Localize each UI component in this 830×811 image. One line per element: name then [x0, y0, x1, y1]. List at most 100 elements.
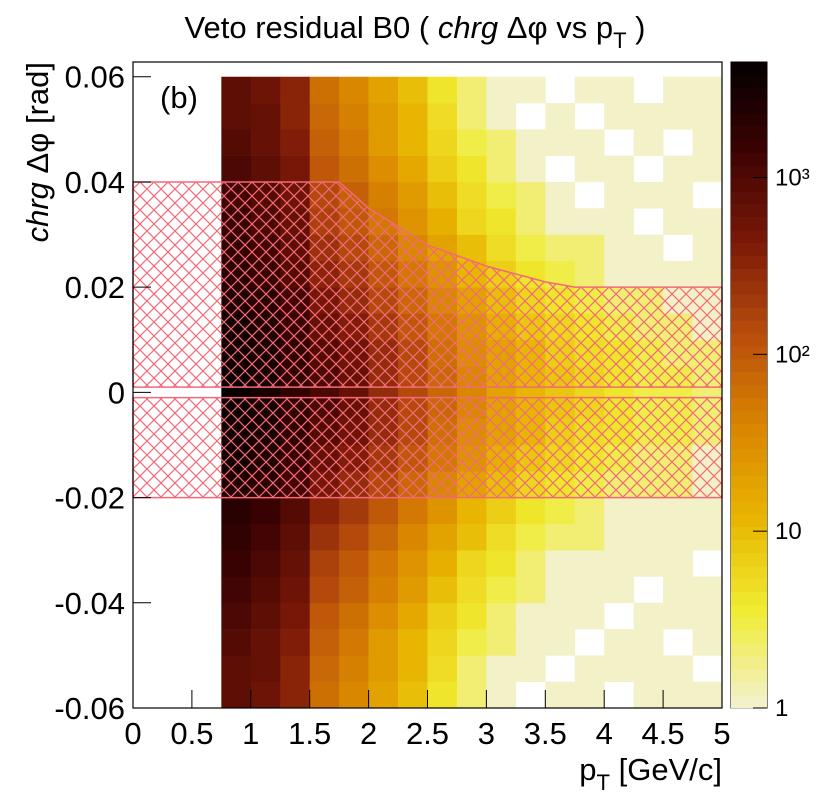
cell [633, 602, 664, 630]
cell [280, 497, 310, 525]
cell [280, 76, 310, 104]
x-tick-label: 1 [242, 716, 259, 751]
x-tick-label: 2.5 [406, 716, 449, 751]
cell [398, 629, 428, 656]
cell [368, 655, 399, 682]
cell [456, 655, 487, 682]
cut-region [132, 396, 723, 499]
cell [604, 629, 634, 656]
cell [456, 576, 487, 604]
cell [368, 576, 399, 604]
label-part: p [579, 752, 596, 787]
cell [280, 576, 310, 604]
colorbar-band [731, 436, 767, 450]
cell [486, 523, 517, 551]
colorbar-band [731, 281, 767, 295]
cell [368, 629, 399, 656]
colorbar-band [731, 591, 767, 605]
cell [633, 629, 664, 656]
colorbar-band [731, 372, 767, 386]
cell [515, 602, 546, 630]
cell [604, 181, 634, 209]
cell [280, 550, 310, 577]
colorbar-band [731, 320, 767, 334]
cell [221, 103, 252, 130]
cell [427, 497, 458, 525]
cell [309, 576, 340, 604]
cell [515, 129, 546, 156]
cell [692, 523, 723, 551]
cell [604, 234, 634, 262]
cell [545, 208, 576, 235]
cell [515, 523, 546, 551]
cell [427, 208, 458, 235]
cell [486, 681, 517, 709]
cell [545, 523, 576, 551]
colorbar-band [731, 100, 767, 114]
cell [515, 208, 546, 235]
colorbar-band [731, 423, 767, 437]
cell [427, 550, 458, 577]
chart-title: Veto residual B0 ( chrg Δφ vs pT ) [185, 10, 646, 55]
cell [633, 497, 664, 525]
colorbar-band [731, 656, 767, 670]
cell [692, 576, 723, 604]
cell [250, 576, 281, 604]
cell [545, 497, 576, 525]
colorbar-band [731, 242, 767, 257]
cell [574, 234, 605, 262]
cell [545, 576, 576, 604]
cell [368, 523, 399, 551]
cell [456, 523, 487, 551]
cell [574, 523, 605, 551]
y-tick-label: -0.02 [54, 481, 125, 516]
colorbar-band [731, 578, 767, 593]
cell [692, 129, 723, 156]
label-part: chrg [20, 182, 55, 242]
cell [663, 655, 693, 682]
cell [398, 655, 428, 682]
cell [456, 550, 487, 577]
x-tick-label: 2 [360, 716, 377, 751]
cell [309, 155, 340, 183]
x-tick-label: 3 [478, 716, 495, 751]
cell [456, 129, 487, 156]
cell [221, 129, 252, 156]
cell [427, 655, 458, 682]
cell [368, 76, 399, 104]
x-tick-label: 0.5 [170, 716, 213, 751]
cell [250, 602, 281, 630]
y-tick-label: -0.06 [54, 691, 125, 726]
cell [515, 234, 546, 262]
cell [309, 655, 340, 682]
cell [545, 602, 576, 630]
cell [427, 681, 458, 709]
colorbar-band [731, 333, 767, 347]
cell [456, 181, 487, 209]
cell [486, 181, 517, 209]
cell [456, 497, 487, 525]
cell [368, 103, 399, 130]
colorbar-band [731, 565, 767, 580]
cell [545, 629, 576, 656]
cell [486, 103, 517, 130]
cell [280, 629, 310, 656]
cell [427, 523, 458, 551]
cell [456, 602, 487, 630]
cell [398, 129, 428, 156]
cell [339, 155, 369, 183]
colorbar-band [731, 501, 767, 515]
cell [604, 103, 634, 130]
cell [486, 129, 517, 156]
cell [574, 602, 605, 630]
z-tick-label: 1 [775, 695, 788, 722]
cell [574, 681, 605, 709]
cell [633, 523, 664, 551]
cell [545, 181, 576, 209]
colorbar-band [731, 346, 767, 360]
x-axis-label: pT [GeV/c] [579, 752, 722, 797]
cell [692, 260, 723, 288]
colorbar-band [731, 74, 767, 89]
colorbar-band [731, 359, 767, 373]
